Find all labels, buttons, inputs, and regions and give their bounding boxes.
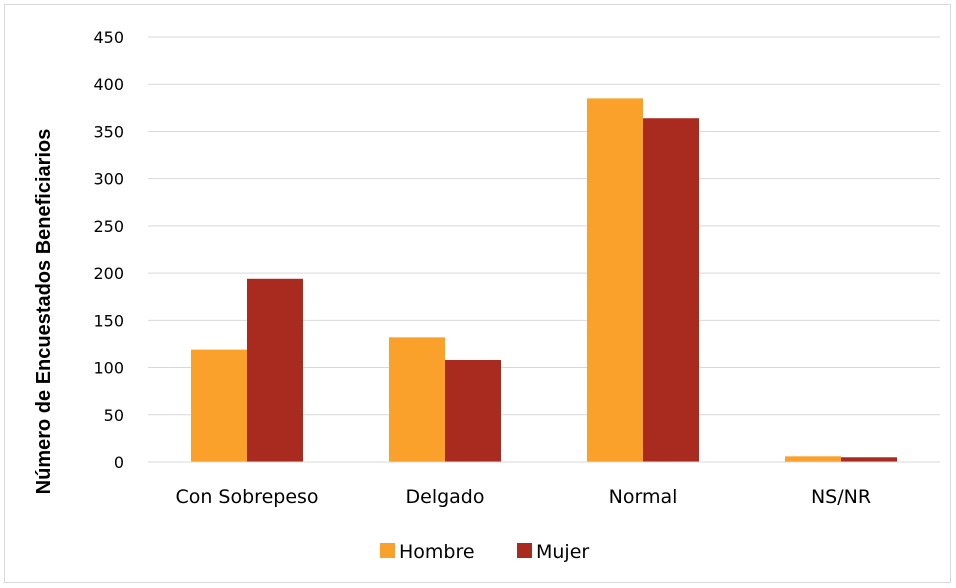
bar-hombre-1	[389, 337, 445, 462]
legend-label-mujer: Mujer	[536, 541, 589, 563]
bars	[191, 98, 897, 462]
legend-label-hombre: Hombre	[399, 541, 475, 563]
y-tick-label: 300	[93, 170, 124, 189]
bar-hombre-2	[587, 98, 643, 462]
legend: Hombre Mujer	[380, 541, 589, 563]
x-category-label: NS/NR	[811, 486, 871, 508]
legend-swatch-mujer	[517, 543, 532, 558]
x-category-label: Normal	[609, 486, 678, 508]
y-tick-label: 50	[104, 406, 124, 425]
chart-frame	[4, 4, 951, 583]
x-category-label: Con Sobrepeso	[175, 486, 318, 508]
bar-mujer-2	[643, 118, 699, 462]
y-tick-label: 350	[93, 122, 124, 141]
y-tick-label: 400	[93, 75, 124, 94]
bar-mujer-1	[445, 360, 501, 462]
bar-hombre-3	[785, 456, 841, 462]
bar-mujer-3	[841, 457, 897, 462]
bar-hombre-0	[191, 349, 247, 462]
y-tick-label: 450	[93, 28, 124, 47]
x-category-label: Delgado	[406, 486, 485, 508]
y-axis-ticks: 0 50 100 150 200 250 300 350 400 450	[93, 28, 124, 472]
y-tick-label: 0	[114, 453, 124, 472]
gridlines	[148, 36, 940, 416]
legend-swatch-hombre	[380, 543, 395, 558]
bar-mujer-0	[247, 278, 303, 462]
y-tick-label: 100	[93, 359, 124, 378]
y-axis-title: Número de Encuestados Beneficiarios	[33, 129, 55, 495]
y-tick-label: 150	[93, 311, 124, 330]
x-axis-categories: Con Sobrepeso Delgado Normal NS/NR	[175, 486, 871, 508]
y-tick-label: 200	[93, 264, 124, 283]
y-tick-label: 250	[93, 217, 124, 236]
